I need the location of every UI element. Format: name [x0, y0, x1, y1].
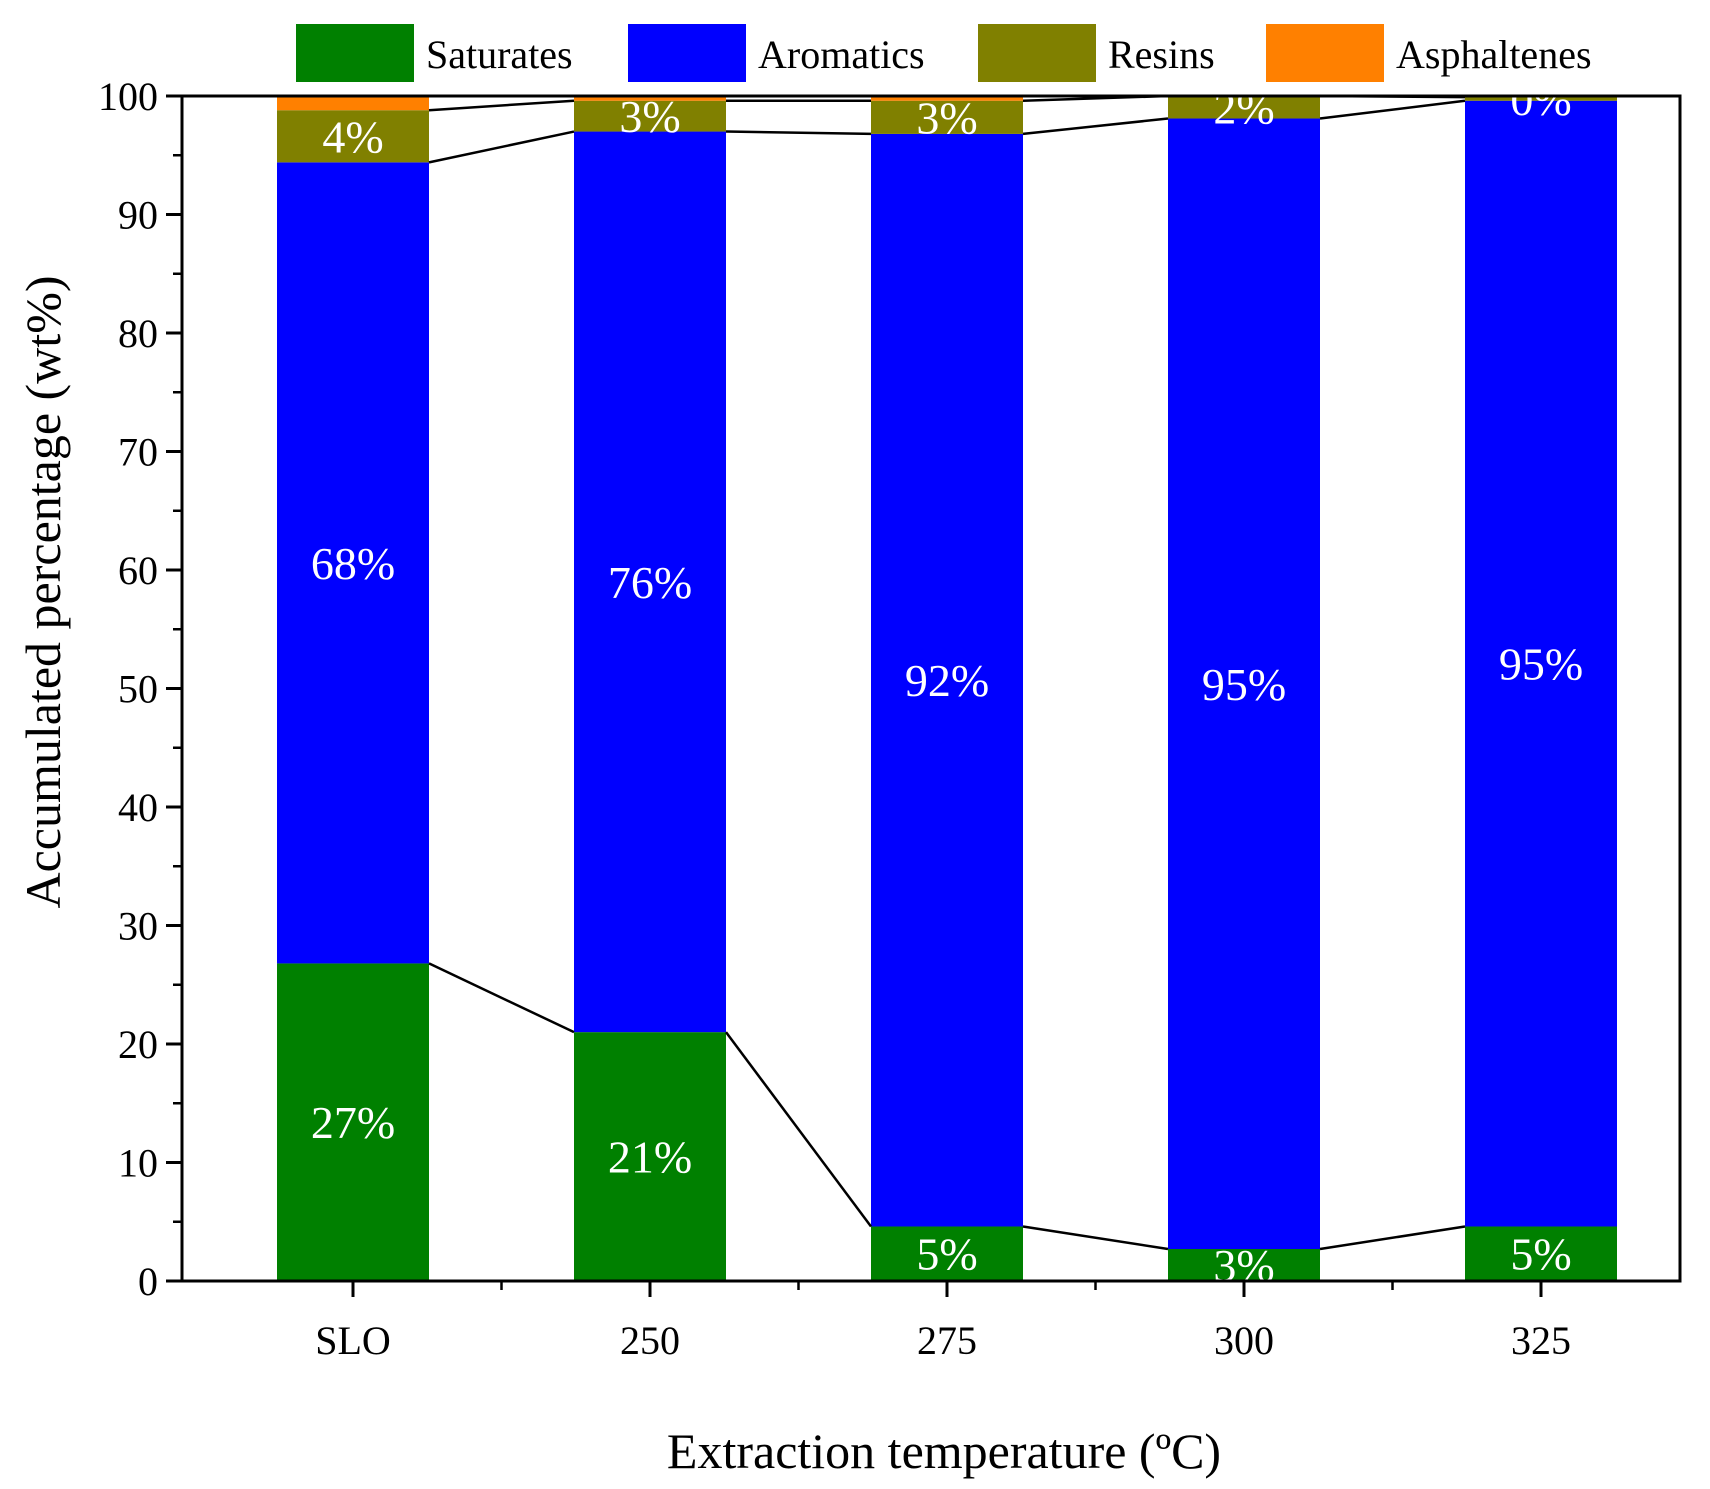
y-axis-title: Accumulated percentage (wt%) [15, 275, 71, 908]
y-tick-label: 30 [118, 904, 158, 949]
x-tick-label-300: 300 [1214, 1318, 1274, 1363]
bars-layer [277, 96, 1617, 1281]
data-label-aromatics-300: 95% [1202, 659, 1286, 710]
legend-swatch-resins [978, 24, 1096, 82]
bar-segment-saturates-slo [277, 963, 429, 1281]
data-label-saturates-275: 5% [916, 1229, 977, 1280]
data-labels: 27% 68% 4% 21% 76% 3% 5% 92% 3% 3% 95% 2% 5% 95% 0% [311, 74, 1583, 1291]
y-tick-label: 20 [118, 1022, 158, 1067]
bar-segment-resins-250 [574, 100, 726, 132]
bar-segment-resins-275 [871, 100, 1023, 134]
axes: 0 10 20 30 40 50 60 70 80 90 100 SLO 250 275 300 325 [98, 74, 1682, 1363]
y-tick-label: 40 [118, 785, 158, 830]
bar-segment-asphaltenes-275 [871, 96, 1023, 101]
data-label-aromatics-275: 92% [905, 655, 989, 706]
data-label-resins-275: 3% [916, 92, 977, 143]
x-axis-title: Extraction temperature (ºC) [667, 1423, 1221, 1479]
bar-segment-aromatics-275 [871, 133, 1023, 1227]
bar-segment-saturates-325 [1465, 1226, 1617, 1281]
legend-label-aromatics: Aromatics [758, 32, 925, 77]
data-label-resins-slo: 4% [322, 111, 383, 162]
connector-lines [428, 94, 1466, 1251]
connector-line-saturates [724, 1031, 873, 1228]
bar-segment-resins-325 [1465, 97, 1617, 101]
connector-line-aromatics [1319, 99, 1466, 120]
data-label-aromatics-325: 95% [1499, 639, 1583, 690]
x-tick-label-slo: SLO [315, 1318, 391, 1363]
data-label-saturates-300: 3% [1213, 1240, 1274, 1291]
bar-segment-resins-slo [277, 110, 429, 163]
bar-segment-asphaltenes-250 [574, 96, 726, 101]
legend-label-asphaltenes: Asphaltenes [1396, 32, 1592, 77]
legend-swatch-saturates [296, 24, 414, 82]
bar-segment-saturates-250 [574, 1032, 726, 1281]
legend-swatch-asphaltenes [1266, 24, 1384, 82]
bar-segment-aromatics-300 [1168, 118, 1320, 1250]
y-tick-label: 10 [118, 1141, 158, 1186]
connector-line-resins [428, 99, 575, 112]
x-tick-label-325: 325 [1511, 1318, 1571, 1363]
connector-line-saturates [1022, 1225, 1169, 1251]
y-tick-label: 90 [118, 193, 158, 238]
y-tick-label: 80 [118, 311, 158, 356]
y-tick-label: 60 [118, 548, 158, 593]
data-label-resins-250: 3% [619, 91, 680, 142]
data-label-resins-325: 0% [1510, 74, 1571, 125]
data-label-aromatics-slo: 68% [311, 538, 395, 589]
data-label-saturates-250: 21% [608, 1132, 692, 1183]
y-tick-label: 100 [98, 74, 158, 119]
connector-line-saturates [1319, 1225, 1466, 1251]
connector-line-saturates [428, 962, 575, 1034]
bar-segment-aromatics-250 [574, 131, 726, 1033]
data-label-saturates-325: 5% [1510, 1229, 1571, 1280]
bar-segment-aromatics-slo [277, 162, 429, 964]
legend-swatch-aromatics [628, 24, 746, 82]
connector-line-aromatics [1022, 117, 1169, 136]
connector-line-aromatics [725, 130, 872, 136]
data-label-aromatics-250: 76% [608, 557, 692, 608]
bar-segment-aromatics-325 [1465, 100, 1617, 1227]
bar-segment-saturates-275 [871, 1226, 1023, 1281]
x-tick-label-250: 250 [620, 1318, 680, 1363]
data-label-saturates-slo: 27% [311, 1097, 395, 1148]
x-tick-label-275: 275 [917, 1318, 977, 1363]
y-tick-label: 70 [118, 430, 158, 475]
legend: Saturates Aromatics Resins Asphaltenes [296, 24, 1592, 82]
legend-label-saturates: Saturates [426, 32, 573, 77]
data-label-resins-300: 2% [1213, 82, 1274, 133]
bar-segment-saturates-300 [1168, 1249, 1320, 1281]
legend-label-resins: Resins [1108, 32, 1215, 77]
bar-segment-resins-300 [1168, 96, 1320, 119]
y-tick-label: 50 [118, 667, 158, 712]
y-tick-label: 0 [138, 1259, 158, 1304]
connector-line-aromatics [428, 130, 575, 164]
bar-segment-asphaltenes-slo [277, 96, 429, 111]
